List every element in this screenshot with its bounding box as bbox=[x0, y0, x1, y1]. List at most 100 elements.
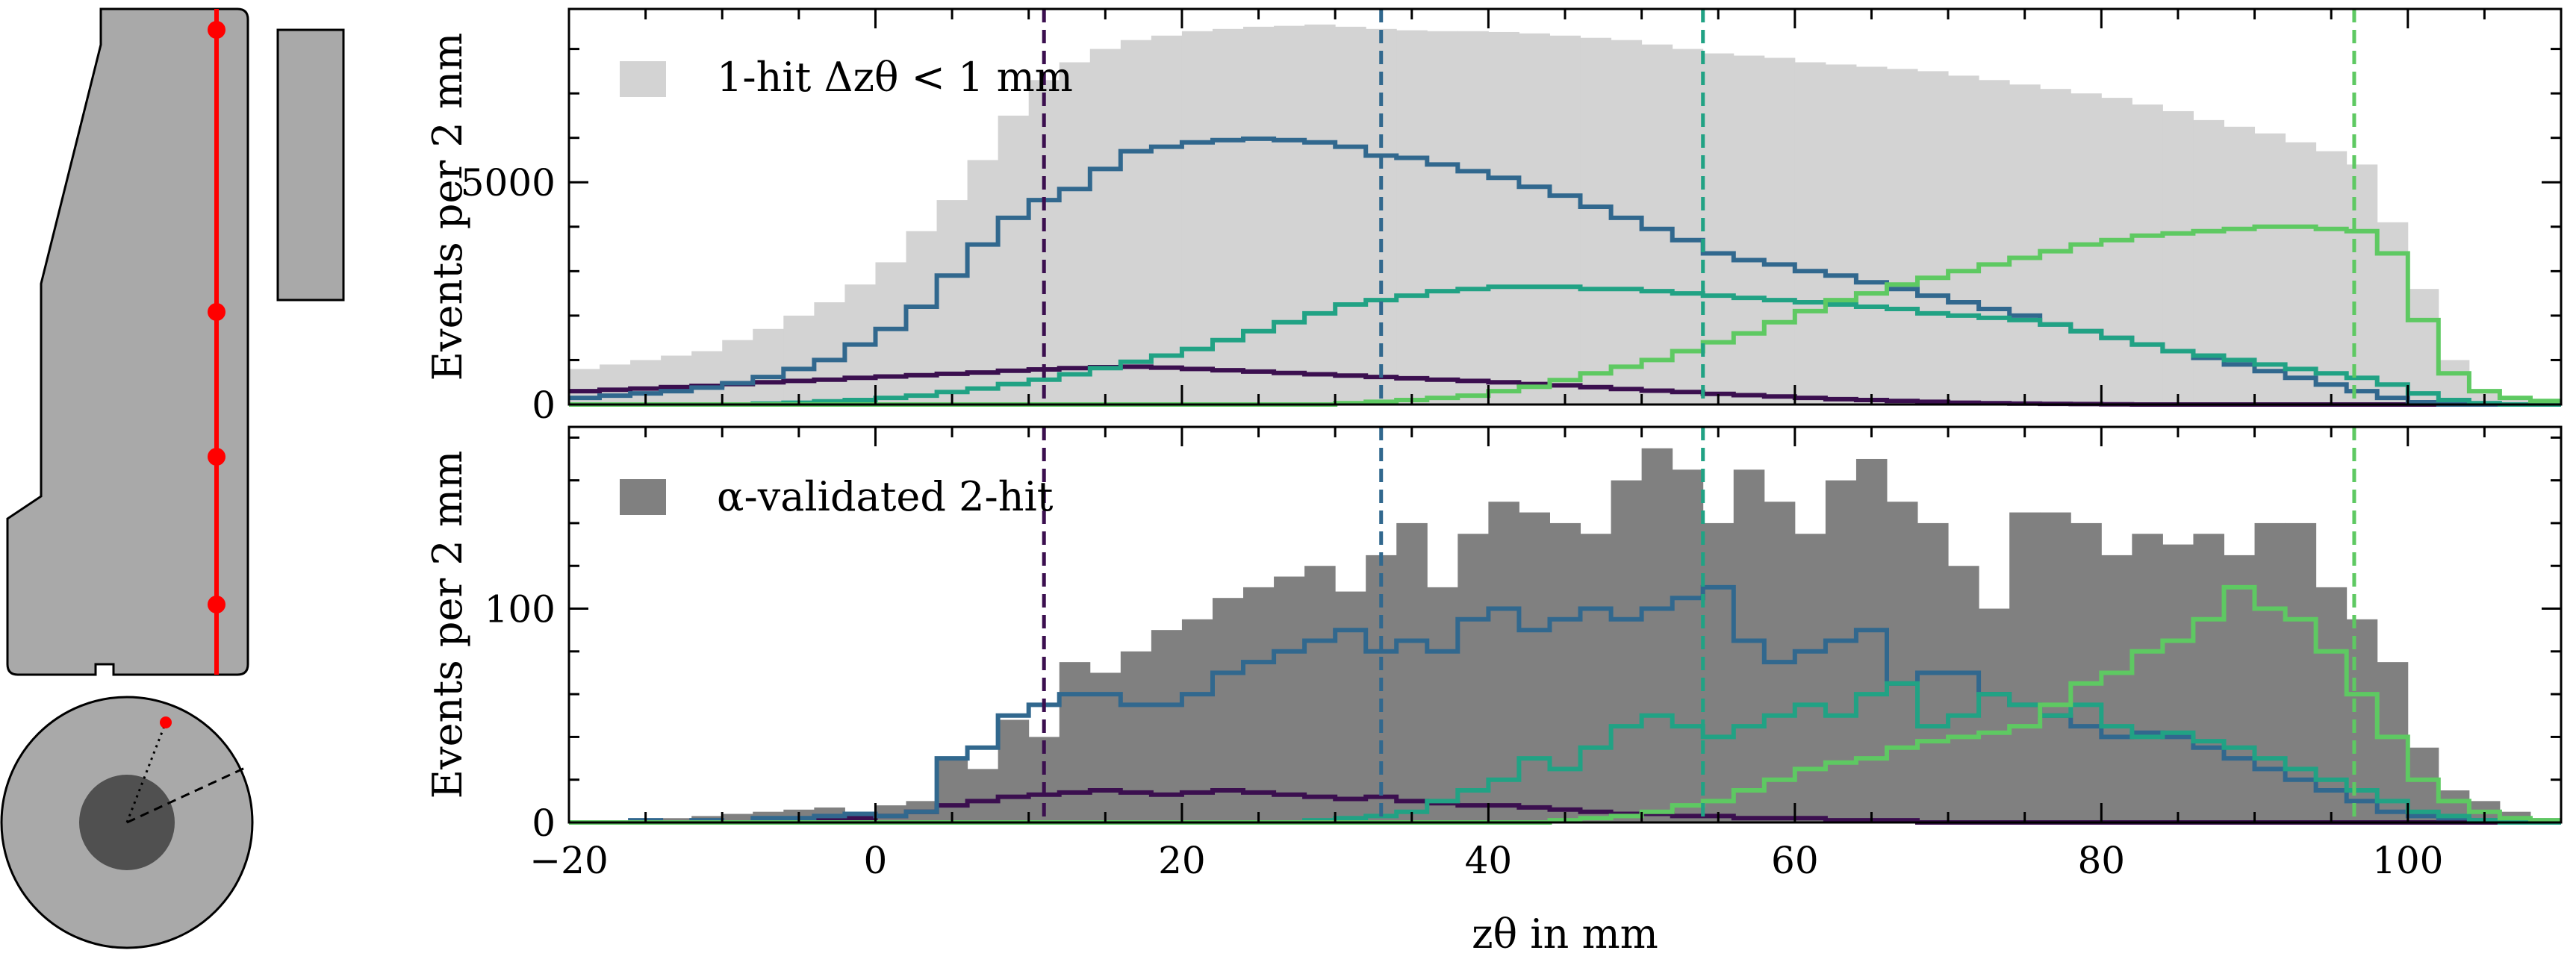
bot-hist-bar bbox=[2132, 534, 2163, 822]
top-y-tick-label: 5000 bbox=[461, 161, 556, 204]
top-hist-bar bbox=[2101, 98, 2132, 405]
top-hist-bar bbox=[2315, 151, 2348, 405]
bot-hist-bar bbox=[2377, 662, 2409, 822]
top-hist-bar bbox=[1519, 33, 1550, 405]
top-hist-bar bbox=[2407, 289, 2439, 405]
bot-hist-bar bbox=[1672, 469, 1704, 822]
bot-hist-bar bbox=[1979, 608, 2010, 822]
bot-y-tick-label: 100 bbox=[485, 588, 556, 631]
bot-hist-bar bbox=[1702, 522, 1735, 822]
bottom-legend-swatch bbox=[620, 479, 666, 515]
detector-radius-dotted bbox=[125, 722, 167, 823]
top-hist-bar bbox=[814, 302, 845, 405]
top-hist-bar bbox=[1733, 55, 1765, 405]
detector-top-marker bbox=[160, 716, 172, 728]
top-hist-bar bbox=[1794, 62, 1826, 405]
top-hist-bar bbox=[1611, 40, 1643, 405]
bot-hist-bar bbox=[1089, 672, 1121, 822]
top-dashed-lines bbox=[1042, 9, 2356, 405]
top-hist-bar bbox=[1917, 71, 1949, 405]
top-hist-bar bbox=[1089, 49, 1121, 405]
detector-side-panel bbox=[276, 28, 345, 302]
top-hist-bar bbox=[2132, 104, 2163, 405]
top-hist-bar bbox=[2193, 119, 2224, 405]
bot-hist-bar bbox=[1427, 587, 1458, 822]
top-legend: 1-hit Δzθ < 1 mm bbox=[620, 54, 1073, 101]
top-hist-bar bbox=[1457, 31, 1489, 405]
top-hist-bar bbox=[967, 160, 999, 405]
bot-hist-bar bbox=[1948, 566, 1979, 822]
bot-hist-bar bbox=[1825, 480, 1857, 822]
top-hist-bar bbox=[1764, 57, 1796, 405]
bot-hist-bar bbox=[2315, 587, 2348, 822]
top-hist-bar bbox=[1580, 37, 1612, 405]
bot-hist-bar bbox=[967, 769, 999, 822]
top-hist-bar bbox=[2438, 360, 2470, 405]
bot-hist-bar bbox=[2224, 555, 2256, 822]
top-hist-bar bbox=[2162, 110, 2194, 405]
top-hist-bar bbox=[2346, 164, 2378, 405]
top-hist-bar bbox=[1672, 49, 1704, 405]
x-tick-label: 20 bbox=[1158, 839, 1206, 882]
detector-marker bbox=[208, 303, 225, 321]
x-axis-label: zθ in mm bbox=[1472, 911, 1658, 958]
top-hist-bar bbox=[1549, 35, 1581, 405]
bottom-dashed-lines bbox=[1042, 427, 2356, 822]
bot-hist-bar bbox=[1611, 480, 1643, 822]
top-hist-bar bbox=[1212, 28, 1244, 405]
panel-top: 0 5000 1-hit Δzθ < 1 mm bbox=[461, 7, 2563, 427]
bot-hist-bar bbox=[1641, 448, 1673, 822]
top-hist-bar bbox=[1948, 75, 1979, 405]
bot-y-tick-label: 0 bbox=[532, 802, 556, 845]
top-hist-bar bbox=[998, 115, 1030, 405]
top-hist-bar bbox=[906, 231, 938, 405]
bot-hist-bar bbox=[1243, 587, 1275, 822]
top-hist-bar bbox=[1825, 64, 1857, 405]
x-tick-label: −20 bbox=[529, 839, 609, 882]
top-hist-bar bbox=[2009, 84, 2041, 405]
top-hist-bar bbox=[1181, 31, 1213, 405]
top-hist-bar bbox=[1151, 35, 1183, 405]
x-tick-label: 60 bbox=[1771, 839, 1819, 882]
detector-schematic bbox=[0, 7, 345, 949]
detector-side-view bbox=[6, 7, 249, 676]
bot-hist-bar bbox=[1855, 458, 1888, 822]
bot-series-1-step-line bbox=[569, 584, 2561, 825]
x-tick-label: 0 bbox=[864, 839, 888, 882]
top-y-tick-label: 0 bbox=[532, 384, 556, 427]
top-hist-bar bbox=[875, 262, 907, 405]
top-hist-bar bbox=[600, 364, 631, 405]
bot-hist-bar bbox=[1181, 619, 1213, 822]
bot-hist-bar bbox=[1519, 512, 1550, 822]
top-hist-bar bbox=[1366, 28, 1397, 405]
top-hist-bar bbox=[1886, 69, 1918, 405]
bot-hist-bar bbox=[2285, 522, 2317, 822]
top-hist-bar bbox=[661, 355, 692, 405]
bot-hist-bar bbox=[1335, 591, 1366, 822]
bot-hist-bar bbox=[936, 758, 968, 822]
top-hist-bar bbox=[1304, 24, 1336, 405]
bot-hist-bar bbox=[1457, 534, 1489, 822]
top-hist-bar bbox=[2040, 89, 2071, 405]
top-legend-label: 1-hit Δzθ < 1 mm bbox=[717, 54, 1073, 101]
top-hist-bar bbox=[2254, 133, 2286, 405]
bot-hist-bar bbox=[2009, 512, 2041, 822]
detector-marker bbox=[208, 21, 225, 39]
bot-hist-bar bbox=[998, 719, 1030, 822]
top-legend-swatch bbox=[620, 61, 666, 97]
bottom-y-axis-label: Events per 2 mm bbox=[424, 451, 471, 799]
top-hist-bar bbox=[1120, 40, 1152, 405]
x-tick-label: 40 bbox=[1465, 839, 1513, 882]
bot-hist-bar bbox=[2162, 544, 2194, 822]
top-hist-bar bbox=[1243, 26, 1275, 405]
top-hist-bar bbox=[753, 328, 784, 405]
top-histogram-bars bbox=[569, 24, 2562, 405]
top-hist-bar bbox=[783, 315, 815, 405]
x-tick-label: 80 bbox=[2077, 839, 2125, 882]
bot-hist-bar bbox=[1549, 522, 1581, 822]
bot-hist-bar bbox=[2101, 555, 2132, 822]
bot-hist-bar bbox=[1396, 522, 1428, 822]
